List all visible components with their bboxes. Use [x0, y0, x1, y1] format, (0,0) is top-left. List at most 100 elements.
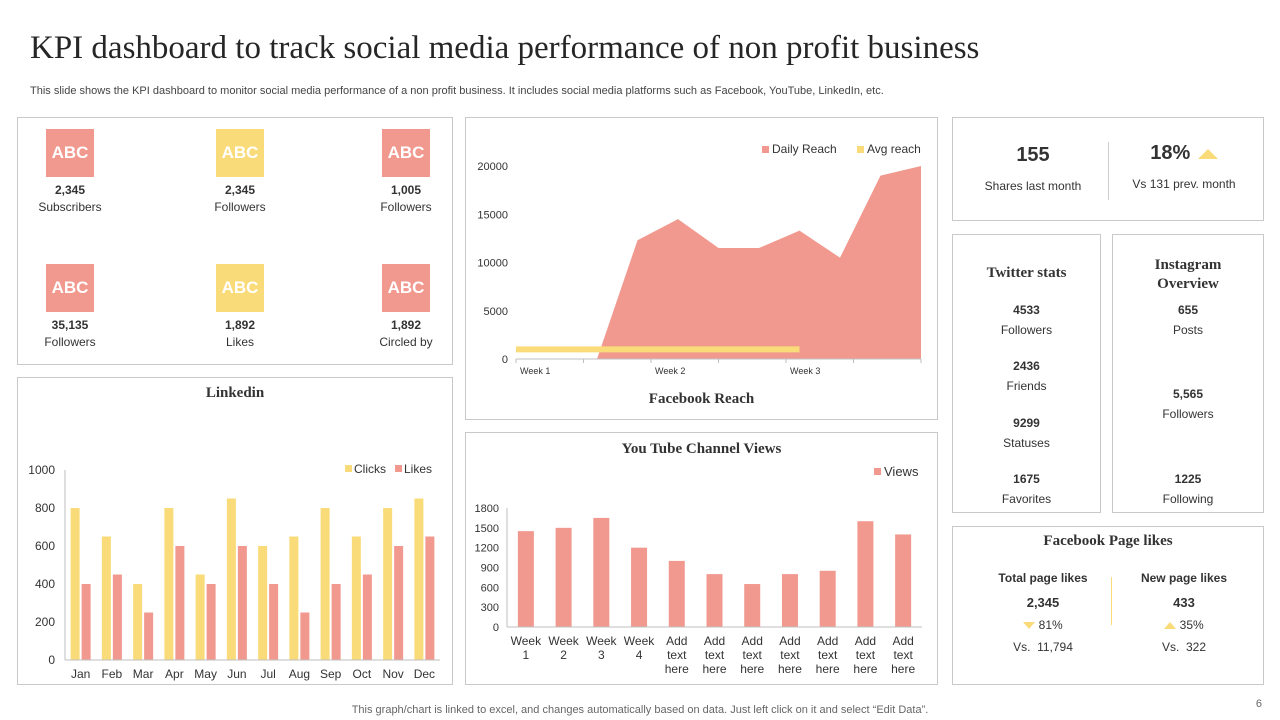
x-tick-label: Add text here — [816, 634, 840, 676]
x-tick-label: Mar — [133, 667, 154, 681]
bar-likes — [237, 546, 247, 660]
x-tick-label: Week 1 — [511, 634, 542, 662]
bar-clicks — [195, 574, 205, 660]
bar-clicks — [383, 508, 393, 660]
total-likes-label: Total page likes — [998, 571, 1088, 585]
bar-likes — [331, 584, 341, 660]
shares-divider — [1108, 142, 1109, 200]
x-tick-label: Add text here — [778, 634, 802, 676]
bar-likes — [300, 612, 310, 660]
stat-label: Statuses — [1003, 436, 1050, 450]
x-tick-label: Add text here — [853, 634, 877, 676]
legend-label: Likes — [404, 462, 432, 476]
stat-value: 9299 — [1013, 416, 1040, 430]
new-page-likes: New page likes 433 35% Vs. 322 — [1109, 571, 1259, 654]
x-tick-label: May — [194, 667, 217, 681]
x-tick-label: Add text here — [702, 634, 726, 676]
bar-likes — [112, 574, 122, 660]
bar-views — [593, 517, 610, 627]
stat-label: Followers — [1000, 323, 1053, 337]
x-tick-label: Week 1 — [520, 366, 550, 376]
bar-clicks — [101, 536, 111, 660]
bar-likes — [206, 584, 216, 660]
x-tick-label: Week 3 — [586, 634, 617, 662]
kpi-label: Followers — [214, 200, 266, 214]
kpi-value: 1,005 — [390, 183, 422, 197]
new-likes-label: New page likes — [1140, 571, 1228, 585]
kpi-value: 1,892 — [390, 318, 422, 332]
twitter-title: Twitter stats — [986, 265, 1067, 281]
kpi-label: Followers — [44, 335, 96, 349]
legend-label: Views — [884, 464, 919, 479]
bar-views — [706, 574, 723, 627]
bar-clicks — [70, 508, 80, 660]
bar-likes — [81, 584, 91, 660]
y-tick-label: 900 — [481, 563, 499, 575]
kpi-label: Subscribers — [38, 200, 102, 214]
y-tick-label: 400 — [35, 577, 55, 591]
y-tick-label: 600 — [35, 539, 55, 553]
abc-icon: ABC — [216, 264, 264, 312]
legend-label: Clicks — [354, 462, 386, 476]
linkedin-chart: 0 200 400 600 800 1000 Jan Feb Mar Apr May Jun Jul Au… — [28, 462, 440, 681]
stat-label: Followers — [1162, 407, 1214, 421]
page-subtitle: This slide shows the KPI dashboard to mo… — [30, 85, 884, 97]
y-tick-label: 1500 — [475, 523, 499, 535]
up-arrow-icon — [1197, 148, 1218, 159]
linkedin-title: Linkedin — [205, 385, 265, 401]
x-tick-label: Jan — [71, 667, 90, 681]
bar-views — [631, 547, 648, 627]
kpi-likes: ABC 1,892 Likes — [190, 264, 290, 349]
bar-clicks — [226, 498, 236, 660]
bar-likes — [175, 546, 185, 660]
x-tick-label: Sep — [320, 667, 342, 681]
x-tick-label: Week 4 — [624, 634, 655, 662]
new-likes-vs: Vs. 322 — [1161, 640, 1207, 654]
x-tick-label: Week 2 — [655, 366, 685, 376]
instagram-followers: 5,565 Followers — [1113, 387, 1263, 421]
bar-clicks — [351, 536, 361, 660]
bar-likes — [394, 546, 404, 660]
bar-clicks — [258, 546, 268, 660]
facebook-likes-title: Facebook Page likes — [1043, 533, 1173, 549]
x-tick-label: Week 3 — [790, 366, 820, 376]
abc-icon: ABC — [46, 264, 94, 312]
twitter-followers: 4533 Followers — [953, 303, 1100, 337]
instagram-following: 1225 Following — [1113, 472, 1263, 506]
youtube-panel: You Tube Channel Views 0 300 600 900 1200 150… — [465, 432, 938, 685]
x-tick-label: Add text here — [740, 634, 764, 676]
twitter-statuses: 9299 Statuses — [953, 416, 1100, 450]
bar-views — [668, 560, 685, 627]
kpi-label: Circled by — [379, 335, 433, 349]
y-tick-label: 800 — [35, 501, 55, 515]
x-tick-label: Apr — [165, 667, 184, 681]
y-tick-label: 5000 — [484, 306, 508, 318]
total-page-likes: Total page likes 2,345 81% Vs. 11,794 — [968, 571, 1118, 654]
stat-value: 1675 — [1013, 472, 1040, 486]
total-likes-value: 2,345 — [1026, 595, 1060, 610]
bar-views — [555, 527, 572, 627]
twitter-friends: 2436 Friends — [953, 359, 1100, 393]
y-tick-label: 1000 — [28, 463, 55, 477]
y-tick-label: 1200 — [475, 543, 499, 555]
stat-label: Friends — [1006, 379, 1047, 393]
abc-icon: ABC — [216, 129, 264, 177]
youtube-title: You Tube Channel Views — [621, 441, 782, 457]
linkedin-panel: Linkedin 0 200 400 600 800 1000 Jan Feb Mar Apr Ma… — [17, 377, 453, 685]
x-tick-label: Dec — [414, 667, 435, 681]
twitter-panel: Twitter stats 4533 Followers 2436 Friend… — [952, 234, 1101, 513]
new-likes-value: 433 — [1173, 595, 1195, 610]
bar-views — [857, 521, 874, 627]
bar-likes — [269, 584, 279, 660]
bar-views — [744, 584, 761, 627]
bar-views — [895, 534, 912, 627]
abc-icon: ABC — [46, 129, 94, 177]
x-tick-label: Jun — [227, 667, 246, 681]
bar-clicks — [320, 508, 330, 660]
facebook-page-likes-panel: Facebook Page likes Total page likes 2,3… — [952, 526, 1264, 685]
x-tick-label: Oct — [353, 667, 372, 681]
y-tick-label: 20000 — [477, 161, 508, 173]
kpi-followers-1: ABC 2,345 Followers — [190, 129, 290, 214]
shares-percent-row: 18% — [1119, 142, 1249, 165]
